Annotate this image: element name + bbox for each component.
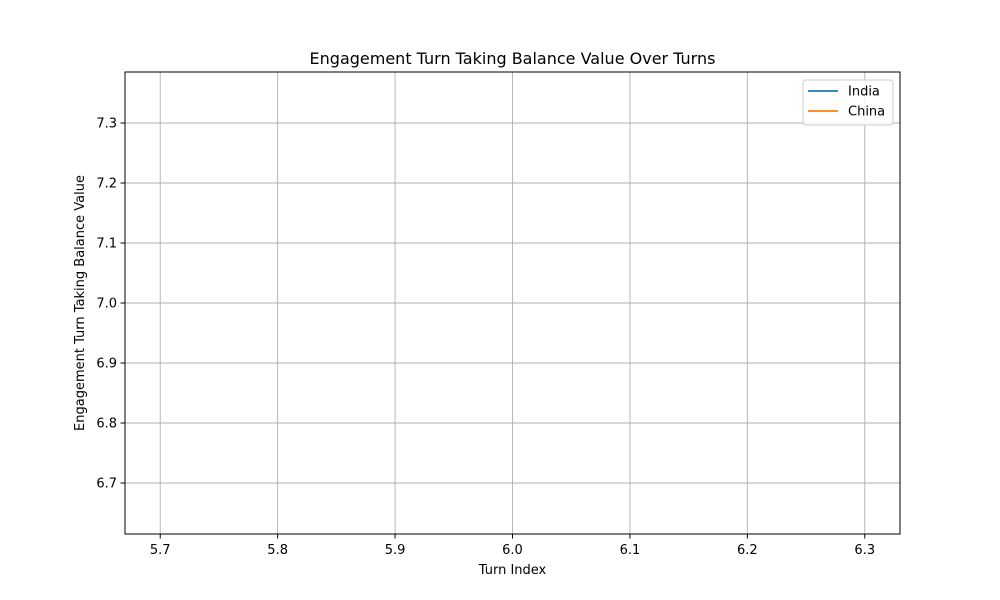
x-tick-label: 5.8 (267, 543, 288, 558)
x-tick-label: 6.2 (737, 543, 758, 558)
y-tick-label: 7.0 (96, 297, 117, 312)
y-tick-label: 7.2 (96, 177, 117, 192)
legend: India China (802, 79, 894, 126)
grid (125, 72, 900, 534)
chart-title: Engagement Turn Taking Balance Value Ove… (310, 49, 716, 68)
x-tick-label: 5.9 (385, 543, 406, 558)
x-tick-label: 5.7 (150, 543, 171, 558)
y-axis-ticks: 6.7 6.8 6.9 7.0 7.1 7.2 7.3 (96, 117, 125, 492)
y-tick-label: 7.3 (96, 117, 117, 132)
x-tick-label: 6.0 (502, 543, 523, 558)
x-axis-label: Turn Index (478, 563, 547, 578)
y-tick-label: 6.8 (96, 417, 117, 432)
x-axis-ticks: 5.7 5.8 5.9 6.0 6.1 6.2 6.3 (150, 534, 875, 558)
y-tick-label: 6.9 (96, 357, 117, 372)
y-tick-label: 6.7 (96, 477, 117, 492)
legend-entries: India China (808, 85, 885, 120)
x-tick-label: 6.1 (620, 543, 641, 558)
x-tick-label: 6.3 (854, 543, 875, 558)
legend-label-china: China (848, 105, 885, 120)
y-tick-label: 7.1 (96, 237, 117, 252)
legend-label-india: India (848, 85, 880, 100)
y-axis-label: Engagement Turn Taking Balance Value (73, 175, 88, 431)
